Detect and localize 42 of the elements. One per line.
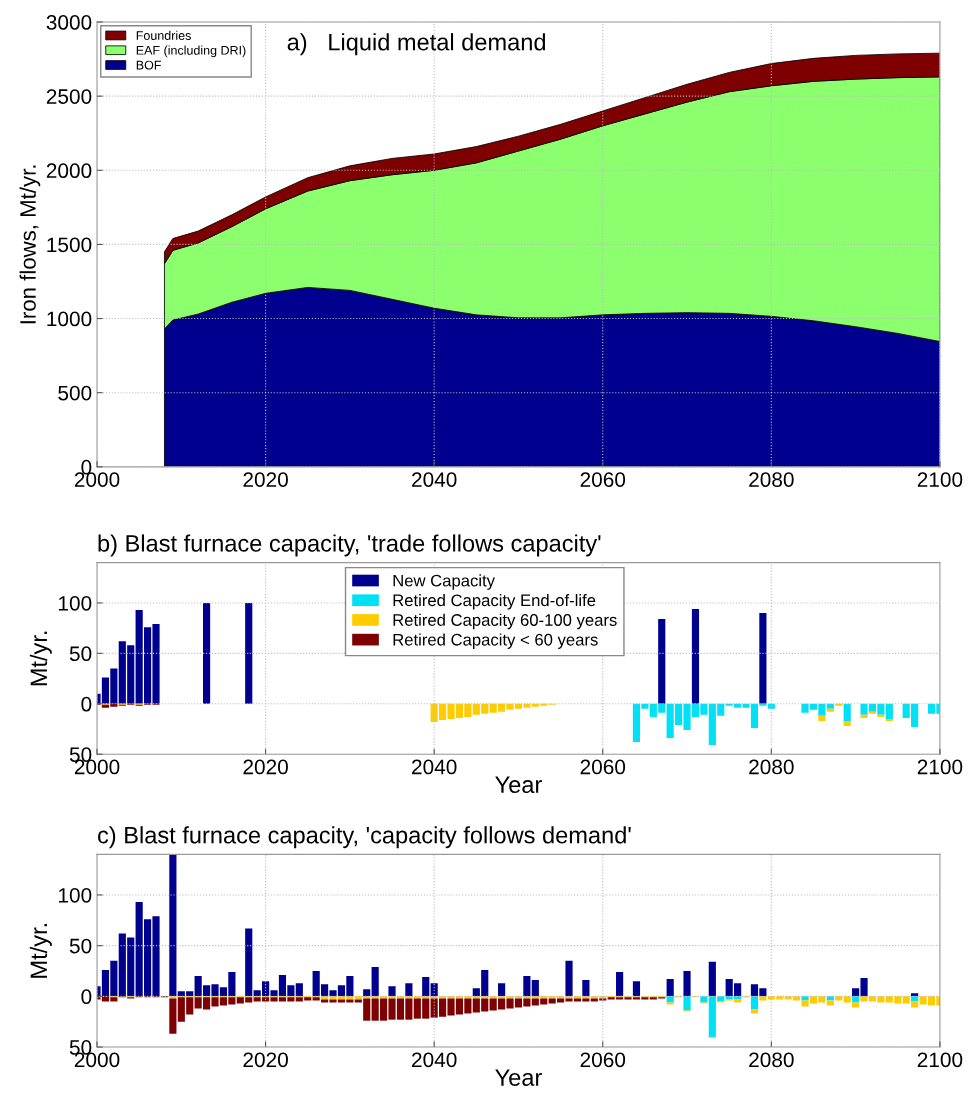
x-tick-label: 2060 — [580, 472, 626, 487]
x-tick-label: 2100 — [917, 759, 963, 775]
x-tick-label: 2080 — [749, 759, 794, 775]
legend-label: BOF — [136, 60, 161, 70]
x-tick-label: 2100 — [917, 472, 963, 487]
legend-label: EAF (including DRI) — [136, 45, 246, 58]
legend-label: New Capacity — [393, 574, 495, 590]
chart-title: a) Liquid metal demand — [287, 33, 546, 56]
chart-title: b) Blast furnace capacity, 'trade follows capacity' — [98, 534, 601, 557]
y-axis-title: Iron flows, Mt/yr. — [19, 165, 41, 324]
y-tick-label: 3000 — [46, 15, 92, 30]
y-axis-title: Mt/yr. — [29, 631, 52, 686]
x-tick-label: 2060 — [580, 759, 626, 775]
y-tick-label: 2000 — [46, 163, 92, 179]
y-tick-label: 1500 — [47, 237, 92, 253]
legend-label: Retired Capacity 60-100 years — [393, 613, 617, 630]
y-axis-title: Mt/yr. — [29, 924, 52, 978]
x-tick-label: 2080 — [749, 1052, 794, 1068]
x-axis-title: Year — [495, 776, 542, 794]
legend-label: Retired Capacity < 60 years — [393, 633, 598, 649]
y-tick-label: 1000 — [47, 311, 92, 327]
y-tick-label: 50 — [69, 646, 92, 662]
legend-label: Retired Capacity End-of-life — [393, 593, 596, 610]
x-axis-title: Year — [495, 1069, 542, 1086]
y-tick-label: 50 — [69, 938, 92, 954]
x-tick-label: 2020 — [243, 1052, 288, 1068]
chart-title: c) Blast furnace capacity, 'capacity follows demand' — [98, 826, 631, 849]
y-tick-label: 0 — [81, 696, 92, 712]
y-tick-label: 500 — [58, 385, 92, 401]
y-tick-label: 0 — [81, 989, 92, 1005]
y-tick-label: 100 — [58, 887, 92, 903]
legend-label: Foundries — [136, 30, 191, 40]
x-tick-label: 2040 — [412, 472, 457, 487]
y-tick-label: 2500 — [46, 89, 92, 104]
x-tick-label: 2040 — [412, 1052, 457, 1068]
x-tick-label: 2080 — [749, 472, 794, 487]
y-tick-label: 100 — [58, 595, 92, 611]
x-tick-label: 2040 — [412, 759, 457, 775]
x-tick-label: 2020 — [243, 472, 288, 487]
x-tick-label: 2100 — [917, 1052, 963, 1068]
x-tick-label: 2020 — [243, 759, 288, 775]
x-tick-label: 2060 — [580, 1052, 626, 1068]
